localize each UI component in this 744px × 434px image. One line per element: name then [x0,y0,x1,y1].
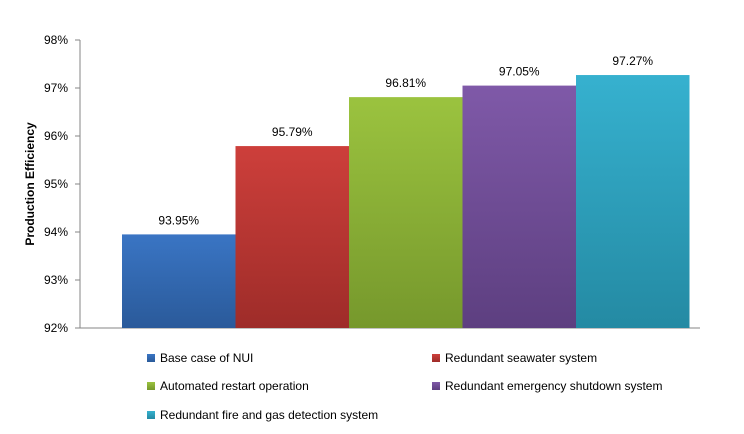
y-tick-label: 97% [44,81,68,95]
bar-4 [462,85,576,328]
bar-3 [349,97,463,329]
bar-1 [122,234,236,328]
y-tick-label: 96% [44,129,68,143]
data-labels: 93.95% 95.79% 96.81% 97.05% 97.27% [158,54,653,227]
bars [122,75,690,329]
y-tick-label: 92% [44,321,68,335]
bar-5 [576,75,690,328]
data-label-2: 95.79% [272,125,313,139]
y-axis-title: Production Efficiency [23,122,37,246]
bar-2 [235,146,349,328]
y-tick-label: 94% [44,225,68,239]
data-label-4: 97.05% [499,65,540,79]
data-label-1: 93.95% [158,213,199,227]
y-tick-label: 98% [44,33,68,47]
y-tick-label: 93% [44,273,68,287]
data-label-5: 97.27% [612,54,653,68]
y-tick-label: 95% [44,177,68,191]
data-label-3: 96.81% [385,76,426,90]
